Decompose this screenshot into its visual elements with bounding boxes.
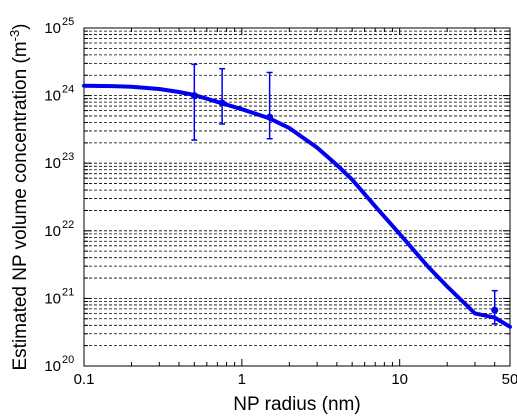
- data-point: [190, 92, 198, 100]
- y-tick-label: 10: [44, 358, 61, 375]
- x-tick-label: 1: [238, 371, 246, 388]
- grid-lines: [84, 30, 510, 347]
- series-line: [82, 83, 512, 329]
- y-axis-label-exponent: -3: [7, 30, 22, 42]
- x-tick-label: 0.1: [74, 371, 95, 388]
- plot-frame: [83, 27, 511, 367]
- data-point: [218, 99, 226, 107]
- y-tick-label: 10: [44, 155, 61, 172]
- y-tick-label-exponent: 22: [62, 219, 74, 231]
- x-tick-labels: 0.1 1 10 50: [74, 371, 517, 388]
- y-axis-label-close: ): [10, 23, 31, 29]
- y-tick-label-exponent: 20: [62, 354, 74, 366]
- y-tick-label-base: 10: [44, 358, 61, 375]
- axis-ticks: [83, 27, 511, 367]
- y-tick-label-base: 10: [44, 20, 61, 37]
- series-layer: [82, 83, 512, 329]
- y-axis-label-main: Estimated NP volume concentration (m: [10, 41, 31, 370]
- y-tick-label-base: 10: [44, 88, 61, 105]
- y-tick-label: 10: [44, 20, 61, 37]
- y-axis-label: Estimated NP volume concentration (m-3): [7, 23, 31, 370]
- error-bars: [190, 63, 499, 325]
- y-tick-label: 10: [44, 290, 61, 307]
- y-tick-label-base: 10: [44, 223, 61, 240]
- y-tick-label: 10: [44, 223, 61, 240]
- x-axis-label: NP radius (nm): [233, 394, 360, 415]
- y-tick-label-exponent: 23: [62, 151, 74, 163]
- y-tick-label-base: 10: [44, 155, 61, 172]
- y-tick-label-exponent: 24: [62, 84, 74, 96]
- y-tick-label: 10: [44, 88, 61, 105]
- x-tick-label: 50: [502, 371, 517, 388]
- y-tick-label-base: 10: [44, 290, 61, 307]
- y-tick-label-exponent: 25: [62, 16, 74, 28]
- x-tick-label: 10: [391, 371, 408, 388]
- data-point: [266, 113, 274, 121]
- data-point: [491, 306, 499, 314]
- y-tick-label-exponent: 21: [62, 286, 74, 298]
